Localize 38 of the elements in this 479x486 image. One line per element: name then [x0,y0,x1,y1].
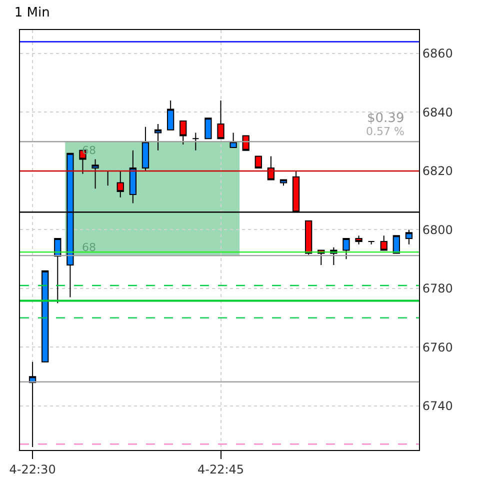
candlestick [368,240,375,245]
x-tick-label: 4-22:45 [197,462,244,476]
y-tick-label: 6780 [422,282,453,296]
candlestick [166,100,174,130]
candlestick [54,238,62,304]
candlestick [180,120,187,146]
candlestick [392,235,400,254]
candlestick [42,270,49,362]
candlestick [405,229,413,245]
annotation: $0.39 [367,111,404,126]
candlestick [355,235,362,245]
candlestick [129,150,136,204]
candlestick [305,220,312,256]
y-tick-label: 6760 [422,340,453,354]
candlestick [142,126,150,172]
y-tick-label: 6740 [422,399,453,414]
candlestick [192,132,200,151]
candlestick [154,123,162,151]
candlestick [254,156,262,169]
candlestick [342,238,350,260]
candlestick [116,170,124,198]
chart-title: 1 Min [14,5,50,20]
candlestick [92,158,99,190]
annotation: 68 [82,241,96,254]
y-tick-label: 6860 [422,46,453,61]
y-tick-label: 6800 [422,222,453,237]
candlestick [28,361,36,448]
candlestick [217,100,224,140]
candlestick [242,135,250,151]
candlestick [267,156,275,180]
y-tick-label: 6840 [422,105,453,120]
annotation: 0.57 % [366,125,404,138]
y-tick-label: 6820 [422,164,453,178]
candlestick [204,118,212,140]
annotation: 68 [82,144,96,157]
candlestick [230,132,237,148]
candlestick [380,235,388,251]
x-tick-label: 4-22:30 [9,462,56,476]
